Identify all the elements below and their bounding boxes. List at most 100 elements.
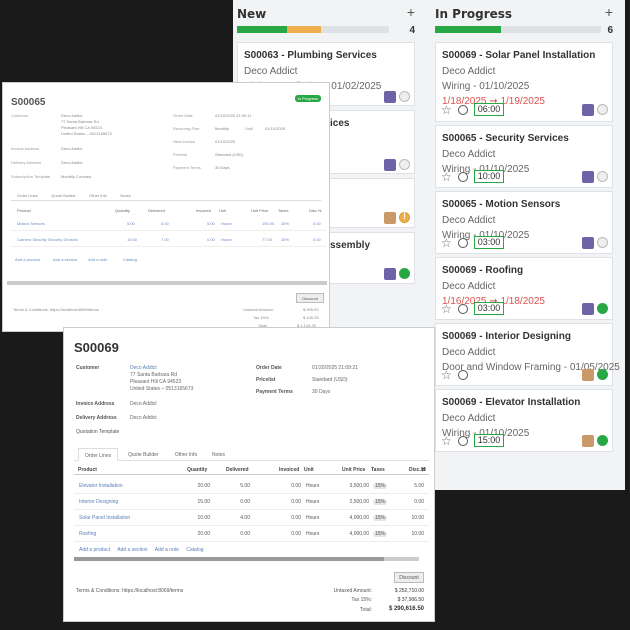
tab-other-info[interactable]: Other Info (175, 452, 198, 458)
table-row[interactable]: Camera Security Security Devices 10.00 7… (11, 233, 326, 247)
tax-tag[interactable]: 15% (373, 483, 388, 489)
catalog-link[interactable]: Catalog (186, 547, 204, 553)
kanban-card[interactable]: S00069 - Solar Panel Installation Deco A… (435, 42, 613, 122)
discount-cell[interactable]: 0.00 (313, 221, 321, 226)
tax-tag[interactable]: 15% (373, 499, 388, 505)
tax-cell[interactable]: 15% (281, 221, 290, 226)
pricelist-value[interactable]: Standard (USD) (312, 377, 348, 383)
recurring-plan-value[interactable]: Monthly (215, 126, 230, 131)
discount-cell[interactable]: 0.00 (313, 237, 321, 242)
add-note-link[interactable]: Add a note (88, 257, 108, 262)
avatar[interactable] (582, 369, 594, 381)
column-header-taxes[interactable]: Taxes (371, 467, 385, 473)
delivered-cell[interactable]: 0.00 (240, 499, 250, 505)
price-cell[interactable]: 4,000.00 (349, 515, 369, 521)
time-badge[interactable]: 15:00 (474, 434, 504, 447)
unit-cell[interactable]: Hours (221, 237, 232, 242)
product-cell[interactable]: Solar Panel Installation (79, 515, 131, 521)
tab-other-info[interactable]: Other Info (89, 193, 107, 198)
next-invoice-value[interactable]: 01/10/2025 (215, 139, 236, 144)
status-icon[interactable] (399, 159, 410, 170)
time-badge[interactable]: 03:00 (474, 302, 504, 315)
star-icon[interactable]: ☆ (441, 103, 452, 117)
delivered-cell[interactable]: 4.00 (240, 515, 250, 521)
invoice-address-value[interactable]: Deco Addict (61, 146, 83, 151)
quantity-cell[interactable]: 10.00 (127, 237, 138, 242)
delivery-address-value[interactable]: Deco Addict (61, 160, 83, 165)
column-header-quantity[interactable]: Quantity (187, 467, 208, 473)
column-header-discount[interactable]: Disc.% (409, 467, 426, 473)
clock-icon[interactable] (458, 105, 468, 115)
tax-cell[interactable]: 15% (281, 237, 290, 242)
unit-cell[interactable]: Hours (306, 499, 320, 505)
table-row[interactable]: Interior Designing 15.00 0.00 0.00 Hours… (74, 494, 429, 510)
status-icon[interactable] (597, 303, 608, 314)
tab-order-lines[interactable]: Order Lines (17, 193, 38, 198)
tab-quote-builder[interactable]: Quote Builder (128, 452, 159, 458)
tab-notes[interactable]: Notes (120, 193, 131, 198)
discount-button[interactable]: Discount (394, 572, 424, 583)
column-header[interactable]: Taxes (278, 208, 289, 213)
status-icon[interactable] (597, 171, 608, 182)
until-value[interactable]: 01/10/2026 (265, 126, 286, 131)
add-product-link[interactable]: Add a product (79, 547, 111, 553)
quantity-cell[interactable]: 20.00 (197, 531, 210, 537)
optional-columns-icon[interactable]: ⇄ (421, 467, 427, 473)
delivered-cell[interactable]: 5.00 (240, 483, 250, 489)
star-icon[interactable]: ☆ (441, 170, 452, 184)
pricelist-value[interactable]: Standard (USD) (215, 152, 244, 157)
tax-tag[interactable]: 15% (373, 531, 388, 537)
status-icon[interactable] (597, 435, 608, 446)
table-row[interactable]: Motion Sensors 5.00 5.00 5.00 Hours 150.… (11, 217, 326, 231)
product-cell[interactable]: Roofing (79, 531, 97, 537)
star-icon[interactable]: ☆ (441, 434, 452, 448)
add-card-icon[interactable]: + (406, 4, 415, 20)
delivered-cell[interactable]: 0.00 (240, 531, 250, 537)
avatar[interactable] (582, 435, 594, 447)
column-header[interactable]: Invoiced (196, 208, 211, 213)
price-cell[interactable]: 4,000.00 (349, 531, 369, 537)
star-icon[interactable]: ☆ (441, 236, 452, 250)
add-card-icon[interactable]: + (604, 4, 613, 20)
quantity-cell[interactable]: 10.00 (197, 515, 210, 521)
column-header[interactable]: Quantity (115, 208, 130, 213)
kanban-card[interactable]: S00069 - Elevator Installation Deco Addi… (435, 389, 613, 452)
clock-icon[interactable] (458, 370, 468, 380)
kanban-card[interactable]: S00069 - Roofing Deco Addict 1/16/2025 ➞… (435, 257, 613, 320)
avatar[interactable] (384, 159, 396, 171)
clock-icon[interactable] (458, 436, 468, 446)
add-product-link[interactable]: Add a product (15, 257, 40, 262)
payment-terms-value[interactable]: 30 Days (215, 165, 230, 170)
tab-order-lines[interactable]: Order Lines (78, 448, 119, 461)
order-date-value[interactable]: 01/20/2025 21:09:21 (312, 365, 358, 371)
status-icon[interactable] (597, 104, 608, 115)
catalog-link[interactable]: Catalog (123, 257, 137, 262)
product-cell[interactable]: Motion Sensors (17, 221, 45, 226)
tab-notes[interactable]: Notes (212, 452, 226, 458)
horizontal-scrollbar[interactable] (74, 557, 419, 561)
price-cell[interactable]: 3,500.00 (349, 483, 369, 489)
column-header[interactable]: Unit (219, 208, 227, 213)
column-header[interactable]: Delivered (148, 208, 165, 213)
delivery-address-value[interactable]: Deco Addict (130, 415, 157, 421)
column-header[interactable]: Product (17, 208, 31, 213)
star-icon[interactable]: ☆ (441, 302, 452, 316)
unit-cell[interactable]: Hours (221, 221, 232, 226)
order-date-value[interactable]: 01/20/2025 21:09:11 (215, 113, 252, 118)
add-note-link[interactable]: Add a note (154, 547, 179, 553)
avatar[interactable] (384, 91, 396, 103)
price-cell[interactable]: 77.00 (262, 237, 273, 242)
time-badge[interactable]: 06:00 (474, 103, 504, 116)
quantity-cell[interactable]: 20.00 (197, 483, 210, 489)
tax-tag[interactable]: 15% (373, 515, 388, 521)
price-cell[interactable]: 150.00 (262, 221, 275, 226)
quantity-cell[interactable]: 15.00 (197, 499, 210, 505)
horizontal-scrollbar[interactable] (7, 281, 327, 285)
tab-quote-builder[interactable]: Quote Builder (51, 193, 76, 198)
time-badge[interactable]: 03:00 (474, 236, 504, 249)
column-header-invoiced[interactable]: Invoiced (279, 467, 300, 473)
product-cell[interactable]: Elevator Installation (79, 483, 123, 489)
product-cell[interactable]: Camera Security Security Devices (17, 237, 78, 242)
status-icon[interactable] (399, 268, 410, 279)
clock-icon[interactable] (458, 304, 468, 314)
